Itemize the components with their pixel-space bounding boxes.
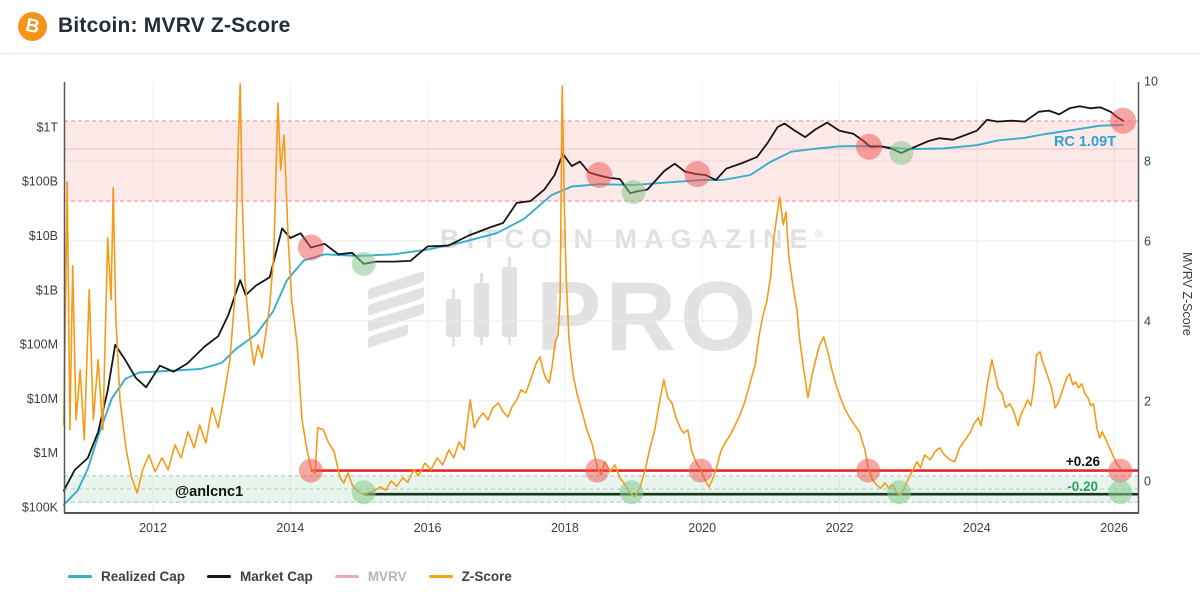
watermark-candles-icon [366, 257, 536, 356]
left-axis-tick: $100B [22, 175, 58, 189]
author-handle-label: @anlcnc1 [175, 484, 243, 500]
chart-legend: Realized Cap Market Cap MVRV Z-Score [68, 569, 512, 584]
left-axis-tick: $10B [29, 229, 58, 243]
right-axis-tick: 6 [1144, 235, 1151, 249]
market-cap-swatch-icon [207, 575, 232, 578]
x-axis-tick: 2020 [688, 521, 716, 535]
upper-threshold-label: +0.26 [1066, 454, 1101, 469]
legend-item-mvrv[interactable]: MVRV [334, 569, 407, 584]
legend-label: Realized Cap [101, 569, 186, 584]
right-axis-tick: 0 [1144, 475, 1151, 489]
x-axis-tick: 2024 [963, 521, 991, 535]
x-axis-tick: 2022 [826, 521, 854, 535]
legend-label: MVRV [367, 569, 407, 584]
right-axis-title: MVRV Z-Score [1180, 252, 1194, 336]
legend-item-zscore[interactable]: Z-Score [428, 569, 512, 584]
page-title: Bitcoin: MVRV Z-Score [58, 14, 291, 37]
watermark: BITCOIN MAGAZINE® [366, 224, 824, 371]
left-axis-tick: $1M [34, 446, 58, 460]
right-axis-tick: 10 [1144, 75, 1158, 89]
legend-item-realized-cap[interactable]: Realized Cap [68, 569, 185, 584]
x-axis-tick: 2012 [139, 521, 167, 535]
realized-cap-swatch-icon [68, 575, 92, 578]
left-axis-tick: $100M [20, 338, 58, 352]
legend-label: Market Cap [240, 569, 313, 584]
right-axis-tick: 2 [1144, 395, 1151, 409]
watermark-pro-text: PRO [536, 261, 761, 371]
left-axis-tick: $10M [27, 392, 58, 406]
registered-mark: ® [814, 227, 824, 241]
x-axis-tick: 2018 [551, 521, 579, 535]
left-axis-tick: $100K [22, 501, 59, 515]
zscore-swatch-icon [428, 575, 453, 578]
x-axis-tick: 2014 [276, 521, 304, 535]
left-axis-tick: $1B [36, 283, 58, 297]
right-axis-tick: 8 [1144, 155, 1151, 169]
header: B Bitcoin: MVRV Z-Score [0, 0, 1200, 54]
legend-label: Z-Score [461, 569, 512, 584]
legend-item-market-cap[interactable]: Market Cap [207, 569, 313, 584]
watermark-brand-text: BITCOIN MAGAZINE® [440, 224, 824, 254]
left-axis-tick: $1T [36, 120, 58, 134]
x-axis-tick: 2016 [414, 521, 442, 535]
right-axis-tick: 4 [1144, 315, 1151, 329]
realized-cap-value-label: RC 1.09T [1054, 134, 1116, 150]
x-axis-tick: 2026 [1100, 521, 1128, 535]
mvrv-swatch-icon [334, 575, 359, 578]
bitcoin-logo-icon: B [15, 9, 50, 44]
lower-threshold-label: -0.20 [1067, 479, 1098, 494]
